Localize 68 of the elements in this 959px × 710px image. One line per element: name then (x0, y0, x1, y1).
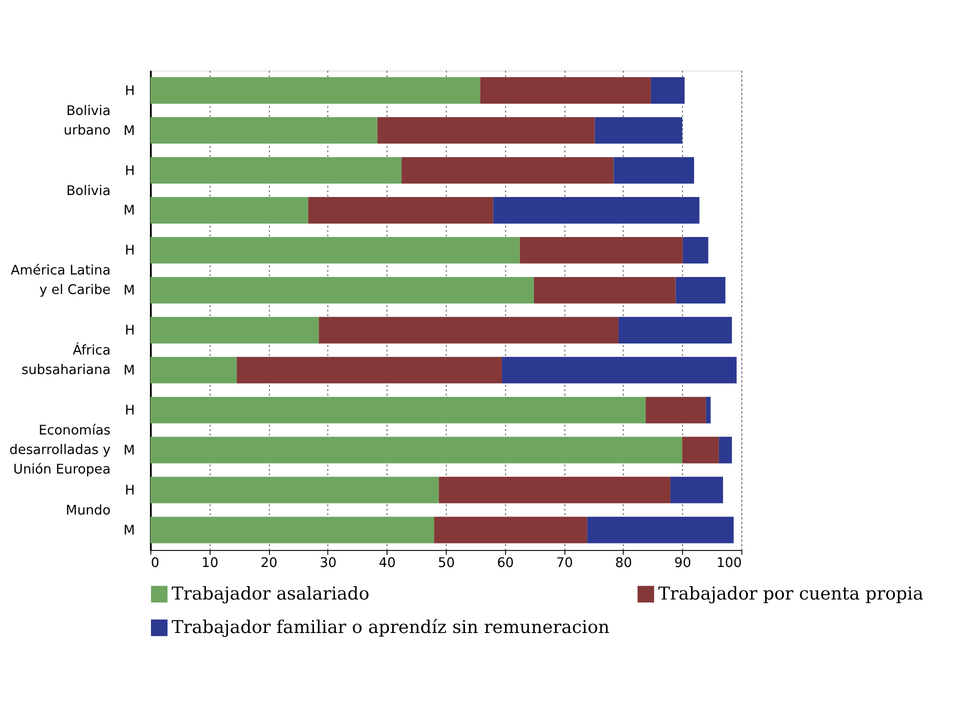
bar (614, 157, 694, 184)
text: Mundo (66, 503, 111, 518)
text: Bolivia urbano (64, 104, 111, 138)
y-tick-label: H (124, 404, 135, 419)
x-tick-label: 70 (556, 556, 573, 572)
bar (150, 77, 480, 104)
y-tick-label: H (124, 244, 135, 259)
bar (706, 396, 711, 424)
bar (650, 77, 685, 104)
bar (676, 276, 726, 304)
y-tick-label: M (123, 124, 135, 139)
bar (682, 436, 719, 464)
x-tick-label: 0 (150, 556, 160, 572)
x-tick-label: 80 (615, 556, 632, 572)
x-tick-label: 40 (378, 556, 396, 572)
bar (402, 157, 614, 184)
bar (718, 436, 732, 464)
bar (150, 516, 434, 544)
y-tick-label: H (124, 483, 135, 498)
bar (150, 396, 646, 424)
bar (150, 316, 319, 344)
bar (150, 356, 237, 384)
bar (493, 197, 700, 224)
x-tick-label: 90 (674, 556, 692, 572)
bar (150, 276, 534, 304)
x-tick-label: 20 (260, 556, 278, 572)
y-tick-label: M (123, 284, 135, 299)
legend-label: Trabajador por cuenta propia (658, 584, 924, 604)
text: Economías desarrolladas y Unión Europea (9, 424, 111, 478)
text: África subsahariana (21, 342, 111, 378)
bar (618, 316, 732, 344)
bar (594, 117, 682, 144)
bar (587, 516, 734, 544)
x-tick-label: 30 (320, 556, 337, 572)
y-tick-label: M (123, 204, 135, 219)
bar (502, 356, 737, 384)
x-tick-label: 50 (438, 556, 455, 572)
legend-label: Trabajador asalariado (172, 584, 370, 604)
text: América Latina y el Caribe (10, 264, 111, 298)
y-tick-label: M (123, 443, 135, 458)
bar (434, 516, 588, 544)
y-tick-label: M (123, 364, 135, 379)
bar (150, 157, 402, 184)
legend-label: Trabajador familiar o aprendíz sin remuneracion (172, 618, 610, 638)
bar (646, 396, 706, 424)
bar (150, 237, 520, 264)
x-tick-label: 10 (201, 556, 218, 572)
y-tick-label: H (124, 324, 135, 339)
bar (150, 476, 439, 504)
y-tick-label: H (124, 84, 135, 99)
x-tick-label: 100 (716, 556, 742, 572)
x-tick-label: 60 (496, 556, 514, 572)
bar (377, 117, 595, 144)
bar (520, 237, 683, 264)
bar (236, 356, 502, 384)
text: Bolivia (66, 184, 111, 199)
bar (150, 197, 308, 224)
bar (670, 476, 724, 504)
bar (150, 436, 682, 464)
bar (438, 476, 670, 504)
bar (480, 77, 651, 104)
y-tick-label: M (123, 523, 135, 538)
bar (682, 237, 708, 264)
bar (308, 197, 494, 224)
y-tick-label: H (124, 164, 135, 179)
bar (534, 276, 676, 304)
bar (150, 117, 378, 144)
bar (318, 316, 618, 344)
